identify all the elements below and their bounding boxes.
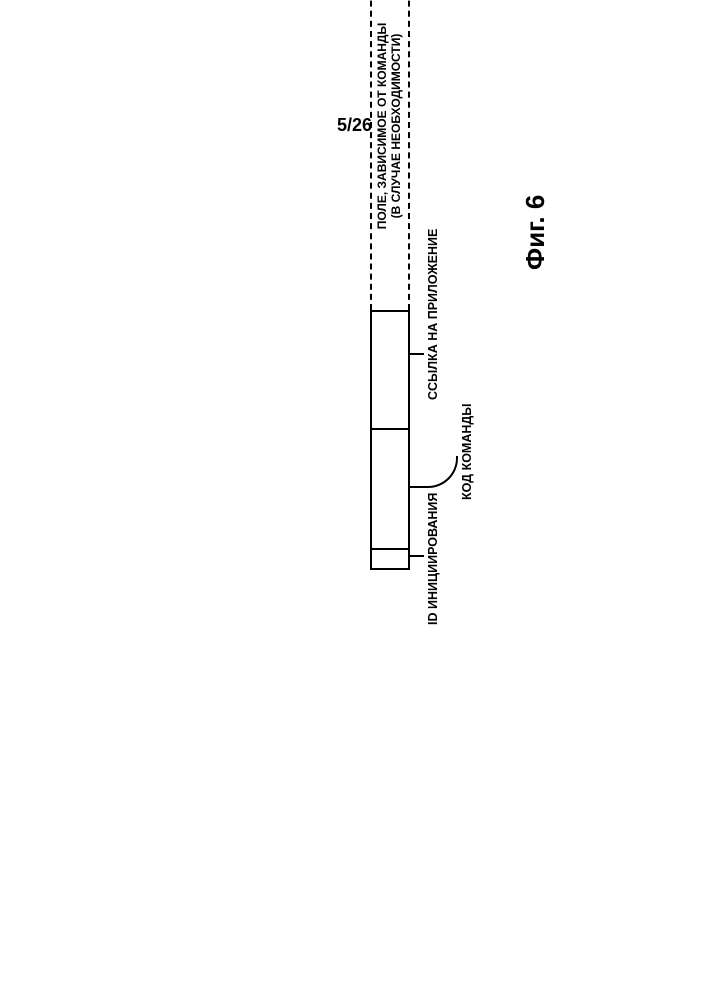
label-app-ref: ССЫЛКА НА ПРИЛОЖЕНИЕ bbox=[426, 229, 440, 400]
seg-app-ref bbox=[370, 310, 410, 428]
leader-cmd-code bbox=[410, 456, 458, 488]
command-structure-bar: ПОЛЕ, ЗАВИСИМОЕ ОТ КОМАНДЫ (В СЛУЧАЕ НЕО… bbox=[370, 0, 410, 570]
label-init-id: ID ИНИЦИИРОВАНИЯ bbox=[426, 493, 440, 625]
seg-cmd-dependent: ПОЛЕ, ЗАВИСИМОЕ ОТ КОМАНДЫ (В СЛУЧАЕ НЕО… bbox=[370, 0, 410, 310]
figure-6: ПОЛЕ, ЗАВИСИМОЕ ОТ КОМАНДЫ (В СЛУЧАЕ НЕО… bbox=[370, 0, 500, 570]
label-area: ID ИНИЦИИРОВАНИЯ КОД КОМАНДЫ ССЫЛКА НА П… bbox=[410, 0, 500, 570]
seg-init-id bbox=[370, 548, 410, 570]
figure-caption: Фиг. 6 bbox=[520, 195, 551, 270]
label-cmd-code: КОД КОМАНДЫ bbox=[460, 403, 474, 500]
seg-cmd-dependent-line2: (В СЛУЧАЕ НЕОБХОДИМОСТИ) bbox=[390, 23, 404, 229]
page-number: 5/26 bbox=[0, 115, 709, 136]
seg-cmd-code bbox=[370, 428, 410, 548]
tick-app-ref bbox=[410, 353, 424, 355]
tick-init-id bbox=[410, 555, 424, 557]
seg-cmd-dependent-line1: ПОЛЕ, ЗАВИСИМОЕ ОТ КОМАНДЫ bbox=[376, 23, 390, 229]
